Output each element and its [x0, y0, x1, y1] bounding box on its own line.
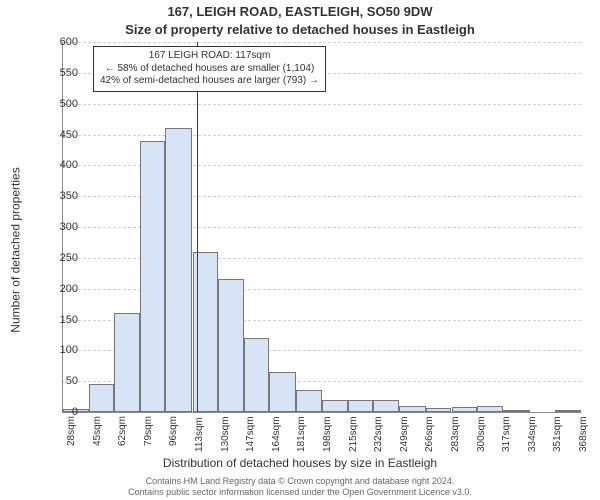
histogram-bar	[269, 372, 296, 412]
footer-line-2: Contains public sector information licen…	[0, 487, 600, 498]
x-tick-label: 181sqm	[296, 416, 307, 452]
y-tick-label: 150	[42, 314, 78, 326]
x-tick-label: 164sqm	[271, 416, 282, 452]
x-tick-label: 317sqm	[501, 416, 512, 452]
histogram-bar	[426, 408, 452, 412]
reference-line	[197, 42, 198, 412]
y-axis-label: Number of detached properties	[8, 0, 24, 500]
histogram-bar	[322, 400, 348, 412]
histogram-bar	[218, 279, 244, 412]
x-tick-label: 232sqm	[373, 416, 384, 452]
histogram-bar	[89, 384, 115, 412]
y-tick-label: 300	[42, 221, 78, 233]
histogram-bar	[348, 400, 374, 412]
y-tick-label: 50	[42, 375, 78, 387]
x-tick-label: 368sqm	[578, 416, 589, 452]
y-tick-label: 500	[42, 98, 78, 110]
x-tick-label: 215sqm	[348, 416, 359, 452]
y-tick-label: 100	[42, 344, 78, 356]
x-tick-label: 300sqm	[476, 416, 487, 452]
histogram-bar	[555, 410, 581, 412]
annotation-line-1: 167 LEIGH ROAD: 117sqm	[100, 50, 319, 63]
y-tick-label: 550	[42, 67, 78, 79]
y-tick-label: 250	[42, 252, 78, 264]
property-size-chart: 167, LEIGH ROAD, EASTLEIGH, SO50 9DW Siz…	[0, 0, 600, 500]
x-tick-label: 249sqm	[399, 416, 410, 452]
chart-title: 167, LEIGH ROAD, EASTLEIGH, SO50 9DW	[0, 4, 600, 19]
x-tick-label: 283sqm	[450, 416, 461, 452]
x-tick-label: 198sqm	[322, 416, 333, 452]
histogram-bar	[165, 128, 192, 412]
x-tick-label: 28sqm	[66, 416, 77, 446]
histogram-bar	[114, 313, 140, 412]
footer-line-1: Contains HM Land Registry data © Crown c…	[0, 476, 600, 487]
y-tick-label: 400	[42, 159, 78, 171]
y-tick-label: 350	[42, 190, 78, 202]
grid-line	[63, 104, 581, 105]
y-tick-label: 200	[42, 283, 78, 295]
grid-line	[63, 42, 581, 43]
x-tick-label: 147sqm	[245, 416, 256, 452]
x-tick-label: 266sqm	[424, 416, 435, 452]
x-tick-label: 351sqm	[552, 416, 563, 452]
histogram-bar	[477, 406, 503, 412]
annotation-box: 167 LEIGH ROAD: 117sqm← 58% of detached …	[93, 46, 326, 92]
chart-subtitle: Size of property relative to detached ho…	[0, 22, 600, 37]
histogram-bar	[452, 407, 478, 412]
x-tick-label: 79sqm	[143, 416, 154, 446]
x-tick-label: 96sqm	[168, 416, 179, 446]
histogram-bar	[244, 338, 270, 412]
x-tick-label: 130sqm	[220, 416, 231, 452]
chart-footer: Contains HM Land Registry data © Crown c…	[0, 476, 600, 498]
histogram-bar	[399, 406, 426, 412]
x-tick-label: 45sqm	[92, 416, 103, 446]
annotation-line-2: ← 58% of detached houses are smaller (1,…	[100, 63, 319, 76]
x-tick-label: 334sqm	[527, 416, 538, 452]
grid-line	[63, 135, 581, 136]
x-tick-label: 113sqm	[194, 417, 205, 452]
x-tick-label: 62sqm	[117, 416, 128, 446]
y-tick-label: 600	[42, 36, 78, 48]
annotation-line-3: 42% of semi-detached houses are larger (…	[100, 75, 319, 88]
plot-area: 167 LEIGH ROAD: 117sqm← 58% of detached …	[62, 42, 581, 413]
histogram-bar	[373, 400, 399, 412]
y-tick-label: 450	[42, 129, 78, 141]
x-axis-label: Distribution of detached houses by size …	[0, 456, 600, 470]
histogram-bar	[140, 141, 166, 412]
histogram-bar	[503, 410, 530, 412]
histogram-bar	[296, 390, 322, 412]
